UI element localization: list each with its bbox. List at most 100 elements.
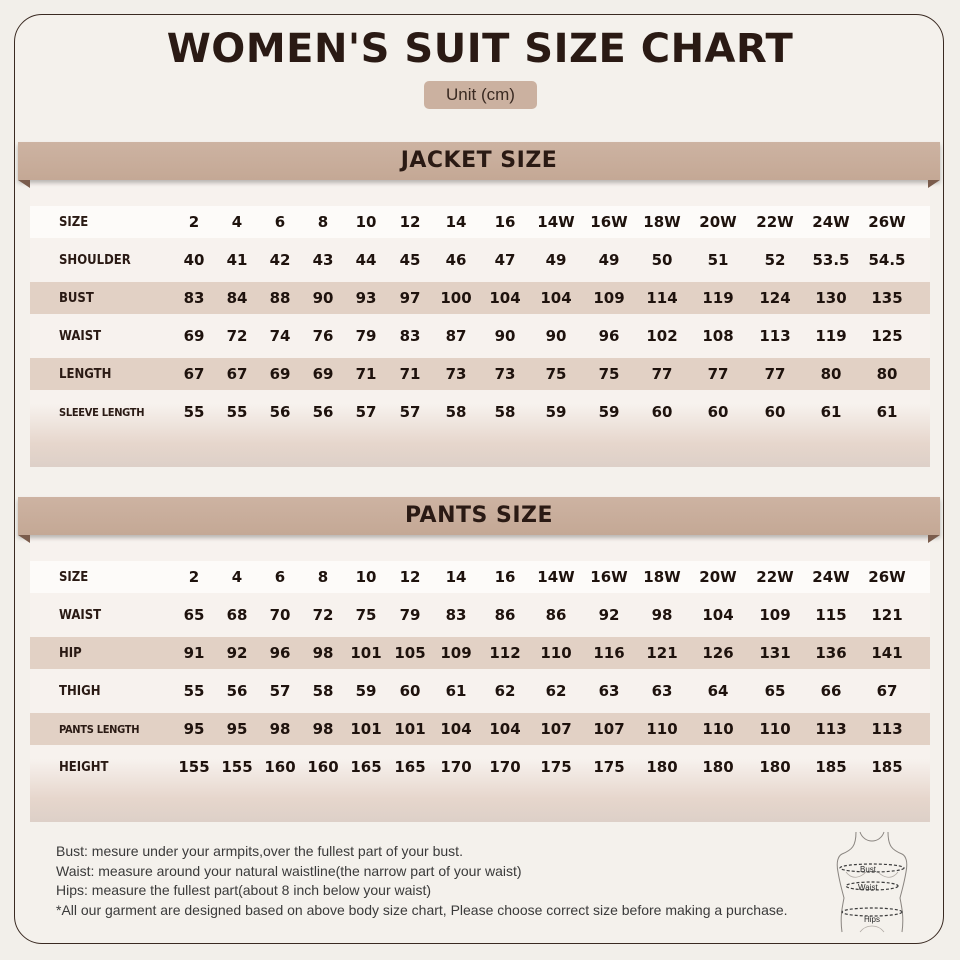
table-cell: 114	[646, 289, 678, 307]
row-label: SIZE	[59, 214, 89, 230]
size-header-cell: 16W	[590, 568, 628, 586]
table-cell: 185	[871, 758, 903, 776]
table-cell: 121	[871, 606, 903, 624]
table-cell: 67	[876, 682, 898, 700]
jacket-row-size: SIZE 2 4 6 8 10 12 14 16 14W 16W 18W 20W 22W 24W 26W	[30, 206, 930, 238]
table-cell: 55	[183, 403, 205, 421]
table-cell: 72	[226, 327, 248, 345]
table-cell: 44	[355, 251, 377, 269]
table-cell: 116	[593, 644, 625, 662]
table-cell: 109	[593, 289, 625, 307]
table-cell: 71	[399, 365, 421, 383]
note-waist: Waist: measure around your natural waist…	[56, 862, 522, 879]
table-cell: 104	[440, 720, 472, 738]
table-cell: 79	[399, 606, 421, 624]
table-cell: 47	[494, 251, 516, 269]
table-cell: 59	[598, 403, 620, 421]
table-cell: 88	[269, 289, 291, 307]
size-header-cell: 22W	[756, 213, 794, 231]
table-cell: 42	[269, 251, 291, 269]
row-label: SHOULDER	[59, 252, 131, 268]
table-cell: 60	[764, 403, 786, 421]
table-cell: 58	[312, 682, 334, 700]
table-cell: 170	[489, 758, 521, 776]
size-header-cell: 24W	[812, 213, 850, 231]
table-cell: 180	[759, 758, 791, 776]
size-header-cell: 26W	[868, 213, 906, 231]
table-cell: 71	[355, 365, 377, 383]
note-bust: Bust: mesure under your armpits,over the…	[56, 843, 463, 859]
table-cell: 112	[489, 644, 521, 662]
table-cell: 115	[815, 606, 847, 624]
table-cell: 113	[759, 327, 791, 345]
table-cell: 135	[871, 289, 903, 307]
table-cell: 175	[540, 758, 572, 776]
table-cell: 160	[264, 758, 296, 776]
table-cell: 110	[702, 720, 734, 738]
table-cell: 136	[815, 644, 847, 662]
table-cell: 57	[355, 403, 377, 421]
table-cell: 87	[445, 327, 467, 345]
table-cell: 96	[598, 327, 620, 345]
table-cell: 165	[350, 758, 382, 776]
size-header-cell: 10	[355, 568, 377, 586]
table-cell: 98	[312, 644, 334, 662]
table-cell: 73	[494, 365, 516, 383]
table-cell: 46	[445, 251, 467, 269]
size-header-cell: 20W	[699, 568, 737, 586]
table-cell: 67	[183, 365, 205, 383]
table-cell: 51	[707, 251, 729, 269]
table-cell: 98	[651, 606, 673, 624]
table-cell: 75	[598, 365, 620, 383]
size-header-cell: 20W	[699, 213, 737, 231]
pants-section-heading: PANTS SIZE	[18, 497, 940, 543]
table-cell: 93	[355, 289, 377, 307]
table-cell: 66	[820, 682, 842, 700]
table-cell: 76	[312, 327, 334, 345]
table-cell: 110	[646, 720, 678, 738]
table-cell: 58	[494, 403, 516, 421]
table-cell: 62	[545, 682, 567, 700]
table-cell: 170	[440, 758, 472, 776]
table-cell: 109	[759, 606, 791, 624]
table-cell: 68	[226, 606, 248, 624]
note-disclaimer: *All our garment are designed based on a…	[56, 901, 788, 918]
pants-row-height: HEIGHT 155 155 160 160 165 165 170 170 175 175 180 1…	[30, 751, 930, 783]
table-cell: 61	[820, 403, 842, 421]
jacket-section-heading: JACKET SIZE	[18, 142, 940, 188]
table-cell: 60	[651, 403, 673, 421]
row-label: HIP	[59, 645, 82, 661]
unit-badge: Unit (cm)	[424, 81, 537, 109]
table-cell: 53.5	[812, 251, 850, 269]
size-header-cell: 16	[494, 213, 516, 231]
table-cell: 40	[183, 251, 205, 269]
table-cell: 95	[226, 720, 248, 738]
table-cell: 104	[489, 289, 521, 307]
table-cell: 57	[399, 403, 421, 421]
table-cell: 80	[820, 365, 842, 383]
page-title: WOMEN'S SUIT SIZE CHART	[166, 26, 794, 72]
table-cell: 69	[312, 365, 334, 383]
table-cell: 75	[545, 365, 567, 383]
size-header-cell: 16	[494, 568, 516, 586]
pants-section: PANTS SIZE SIZE 2 4 6 8 10 12 14 16 14W 16W 18W 20W 2…	[18, 497, 940, 822]
table-cell: 90	[494, 327, 516, 345]
table-cell: 79	[355, 327, 377, 345]
jacket-row-length: LENGTH 67 67 69 69 71 71 73 73 75 75 77 77 77 80 80	[30, 358, 930, 390]
table-cell: 108	[702, 327, 734, 345]
size-header-cell: 26W	[868, 568, 906, 586]
size-header-cell: 18W	[643, 213, 681, 231]
table-cell: 124	[759, 289, 791, 307]
table-cell: 63	[651, 682, 673, 700]
table-cell: 41	[226, 251, 248, 269]
table-cell: 185	[815, 758, 847, 776]
pants-row-size: SIZE 2 4 6 8 10 12 14 16 14W 16W 18W 20W 22W 24W 26W	[30, 561, 930, 593]
table-cell: 64	[707, 682, 729, 700]
table-cell: 86	[545, 606, 567, 624]
row-label: WAIST	[59, 607, 102, 623]
table-cell: 155	[178, 758, 210, 776]
table-cell: 119	[815, 327, 847, 345]
table-cell: 109	[440, 644, 472, 662]
table-cell: 92	[598, 606, 620, 624]
table-cell: 160	[307, 758, 339, 776]
